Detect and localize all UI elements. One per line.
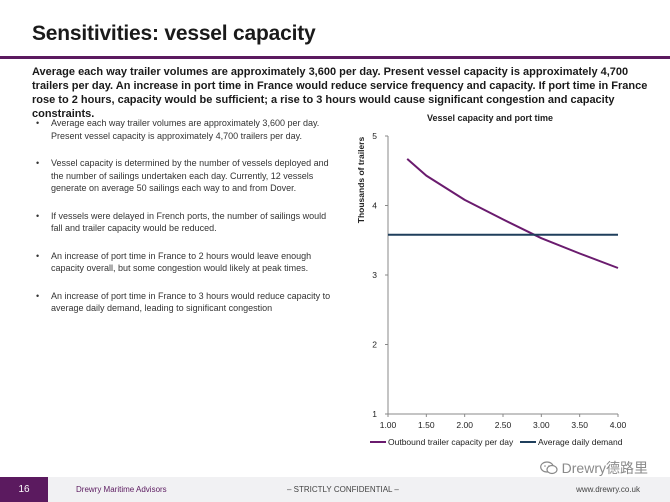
y-tick-label: 1 bbox=[372, 409, 377, 419]
bullet-marker: • bbox=[36, 118, 40, 128]
page-number: 16 bbox=[0, 477, 48, 502]
footer-url: www.drewry.co.uk bbox=[576, 485, 640, 494]
x-tick-label: 3.50 bbox=[571, 420, 588, 430]
confidentiality-notice: – STRICTLY CONFIDENTIAL – bbox=[287, 485, 399, 494]
bullet-text: Average each way trailer volumes are app… bbox=[51, 118, 320, 141]
legend-label: Average daily demand bbox=[538, 437, 623, 447]
footer-bar: 16 Drewry Maritime Advisors – STRICTLY C… bbox=[0, 477, 670, 502]
x-tick-label: 1.00 bbox=[380, 420, 397, 430]
legend-label: Outbound trailer capacity per day bbox=[388, 437, 514, 447]
x-tick-label: 1.50 bbox=[418, 420, 435, 430]
series-line-capacity bbox=[406, 158, 619, 269]
bullet-item: • An increase of port time in France to 3… bbox=[36, 290, 336, 315]
y-tick-label: 4 bbox=[372, 201, 377, 211]
bullet-marker: • bbox=[36, 290, 40, 301]
y-tick-label: 3 bbox=[372, 270, 377, 280]
bullet-item: • Average each way trailer volumes are ap… bbox=[36, 117, 336, 142]
bullet-text: If vessels were delayed in French ports,… bbox=[51, 210, 327, 234]
watermark: Drewry德路里 bbox=[539, 458, 648, 478]
x-tick-label: 2.00 bbox=[456, 420, 473, 430]
watermark-text: Drewry德路里 bbox=[561, 460, 648, 476]
x-tick-label: 3.00 bbox=[533, 420, 550, 430]
x-tick-label: 2.50 bbox=[495, 420, 512, 430]
vessel-capacity-chart: Vessel capacity and port time Thousands … bbox=[356, 113, 627, 447]
chart-legend: Outbound trailer capacity per day Average… bbox=[370, 437, 623, 447]
summary-text: Average each way trailer volumes are app… bbox=[32, 66, 648, 120]
bullet-text: Vessel capacity is determined by the num… bbox=[51, 158, 329, 193]
bullet-marker: • bbox=[36, 158, 40, 168]
wechat-icon bbox=[539, 461, 558, 475]
bullet-marker: • bbox=[36, 210, 40, 221]
bullet-item: • An increase of port time in France to 2… bbox=[36, 250, 336, 275]
bullet-item: • Vessel capacity is determined by the nu… bbox=[36, 157, 336, 195]
y-tick-label: 5 bbox=[372, 131, 377, 141]
chart-title: Vessel capacity and port time bbox=[427, 113, 553, 123]
bullet-item: • If vessels were delayed in French ports… bbox=[36, 210, 336, 235]
bullet-marker: • bbox=[36, 250, 40, 261]
x-tick-label: 4.00 bbox=[610, 420, 627, 430]
title-divider bbox=[0, 56, 670, 59]
chart-series bbox=[388, 158, 619, 269]
y-axis-label: Thousands of trailers bbox=[356, 137, 366, 224]
y-tick-label: 2 bbox=[372, 340, 377, 350]
bullet-text: An increase of port time in France to 2 … bbox=[51, 250, 312, 274]
footer-company: Drewry Maritime Advisors bbox=[76, 485, 167, 494]
chart-axes: 1 2 3 4 5 1.00 1.50 2.00 2.50 3.00 3.50 4.00 bbox=[372, 131, 626, 430]
bullet-text: An increase of port time in France to 3 … bbox=[51, 290, 331, 314]
page-title: Sensitivities: vessel capacity bbox=[32, 22, 316, 45]
bullet-list: • Average each way trailer volumes are ap… bbox=[36, 117, 336, 315]
